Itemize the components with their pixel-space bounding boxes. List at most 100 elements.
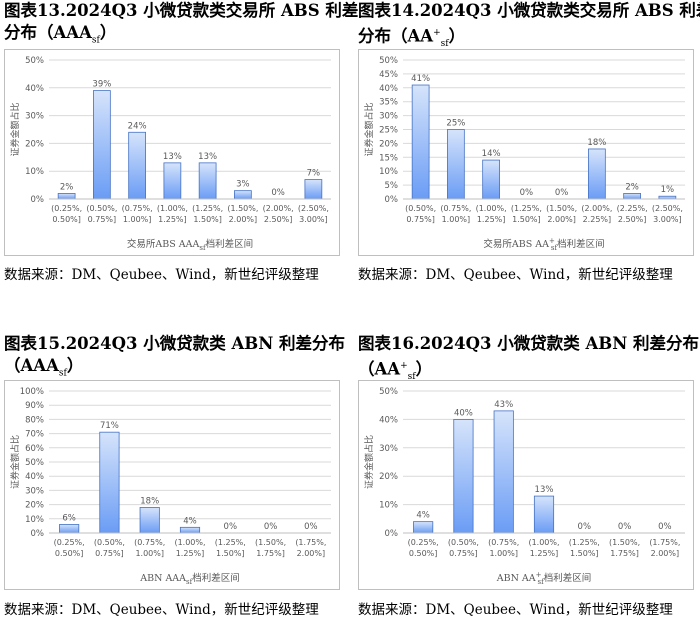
x-tick-label: (0.50%, <box>94 538 125 547</box>
y-tick-label: 100% <box>20 387 44 397</box>
title-text: （AA <box>358 359 401 379</box>
x-axis-title-superscript: + <box>536 571 542 579</box>
chart-box: 0% 5% 10% 15% 20% 25% 30% 35% 40% 45% 50% 41% (0.50%… <box>358 49 694 256</box>
y-tick-label: 0% <box>385 529 399 539</box>
title-line-1: 图表15.2024Q3 小微贷款类 ABN 利差分布 <box>4 334 346 353</box>
data-label: 0% <box>264 522 278 532</box>
x-axis-title: ABN AAAsf档利差区间 <box>139 572 239 586</box>
bar <box>453 419 474 534</box>
x-axis-title: 交易所ABS AAAsf档利差区间 <box>127 238 253 252</box>
y-tick-label: 40% <box>25 472 44 482</box>
title-close: ） <box>66 356 84 375</box>
x-tick-label: (0.75%, <box>488 538 519 547</box>
data-label: 25% <box>446 119 465 129</box>
title-superscript: + <box>433 28 441 38</box>
chart-box: 0% 10% 20% 30% 40% 50% 2% (0.25%, 0.50%] 39% (0.50… <box>4 49 340 256</box>
y-tick-label: 25% <box>379 126 398 136</box>
y-tick-label: 0% <box>31 529 45 539</box>
x-tick-label: 1.00%] <box>123 215 152 224</box>
y-tick-label: 5% <box>385 181 399 191</box>
x-tick-label: 3.00%] <box>299 215 328 224</box>
y-axis-title: 证券金额占比 <box>363 102 375 156</box>
y-tick-label: 20% <box>25 501 44 511</box>
bar-chart: 0% 10% 20% 30% 40% 50% 4% (0.25%, 0.50%] 40% (0.50… <box>363 387 685 586</box>
x-tick-label: (1.25%, <box>192 204 223 213</box>
data-label: 0% <box>555 188 569 198</box>
bar <box>59 524 80 534</box>
title-subscript: sf <box>440 38 449 49</box>
x-tick-label: (2.00%, <box>581 204 612 213</box>
data-label: 4% <box>416 511 430 521</box>
x-tick-label: (1.25%, <box>511 204 542 213</box>
x-tick-label: (0.25%, <box>51 204 82 213</box>
y-tick-label: 30% <box>25 486 44 496</box>
x-axis-title-subscript: sf <box>186 578 194 586</box>
x-axis-title-text: 档利差区间 <box>544 572 592 584</box>
x-tick-label: 0.50%] <box>55 549 84 558</box>
data-label: 0% <box>658 522 672 532</box>
data-label: 43% <box>494 400 513 410</box>
data-label: 0% <box>578 522 592 532</box>
bar <box>447 129 465 200</box>
data-label: 13% <box>198 152 217 162</box>
x-tick-label: 1.75%] <box>256 549 285 558</box>
y-axis-title: 证券金额占比 <box>9 435 21 489</box>
data-label: 71% <box>100 421 119 431</box>
x-tick-label: (0.25%, <box>54 538 85 547</box>
data-label: 14% <box>482 149 501 159</box>
source-note: 数据来源：DM、Qeubee、Wind，新世纪评级整理 <box>4 267 319 283</box>
y-tick-label: 80% <box>25 415 44 425</box>
y-tick-label: 50% <box>379 56 398 66</box>
x-tick-label: (1.50%, <box>609 538 640 547</box>
title-text: 分布（AA <box>358 26 434 46</box>
x-tick-label: (2.25%, <box>617 204 648 213</box>
chart-title: 图表14.2024Q3 小微贷款类交易所 ABS 利差 分布（AA+sf） <box>358 0 700 55</box>
y-tick-label: 30% <box>379 112 398 122</box>
title-close: ） <box>448 26 466 46</box>
y-tick-label: 90% <box>25 401 44 411</box>
bar <box>234 190 252 200</box>
x-tick-label: 1.50%] <box>193 215 222 224</box>
chart-title: 图表13.2024Q3 小微贷款类交易所 ABS 利差 分布（AAAsf） <box>4 0 358 51</box>
data-label: 6% <box>62 513 76 523</box>
y-tick-label: 40% <box>379 84 398 94</box>
title-line-1: 图表16.2024Q3 小微贷款类 ABN 利差分布 <box>358 334 700 353</box>
x-tick-label: 2.00%] <box>297 549 326 558</box>
x-tick-label: 1.25%] <box>158 215 187 224</box>
x-tick-label: 2.25%] <box>583 215 612 224</box>
x-tick-label: (1.25%, <box>215 538 246 547</box>
x-tick-label: (0.50%, <box>86 204 117 213</box>
data-label: 2% <box>625 182 639 192</box>
x-axis-title-text: ABN AA <box>496 573 536 584</box>
x-tick-label: (2.00%, <box>263 204 294 213</box>
bar <box>93 90 111 200</box>
x-tick-label: 1.25%] <box>530 549 559 558</box>
data-label: 2% <box>60 182 74 192</box>
title-text: 分布（AAA <box>4 23 92 42</box>
x-tick-label: 1.75%] <box>610 549 639 558</box>
x-axis-title-text: 档利差区间 <box>192 572 240 584</box>
x-tick-label: 1.00%] <box>442 215 471 224</box>
data-label: 18% <box>587 138 606 148</box>
title-subscript: sf <box>91 35 100 46</box>
data-label: 0% <box>304 522 318 532</box>
y-tick-label: 50% <box>379 387 398 397</box>
y-axis-title: 证券金额占比 <box>9 102 21 156</box>
y-tick-label: 0% <box>31 195 45 205</box>
bar-chart: 0% 10% 20% 30% 40% 50% 60% 70% 80% 90% 100% 6% (0.25… <box>9 387 331 586</box>
x-tick-label: 2.00%] <box>229 215 258 224</box>
x-tick-label: (1.00%, <box>476 204 507 213</box>
x-tick-label: 2.50%] <box>618 215 647 224</box>
x-tick-label: 2.00%] <box>651 549 680 558</box>
y-tick-label: 60% <box>25 444 44 454</box>
x-axis-title: ABN AA+ sf档利差区间 <box>496 571 591 586</box>
title-close: ） <box>99 23 117 42</box>
title-subscript: sf <box>407 371 416 382</box>
x-tick-label: (0.75%, <box>134 538 165 547</box>
bar <box>493 410 514 534</box>
x-tick-label: (0.75%, <box>122 204 153 213</box>
x-tick-label: (0.75%, <box>440 204 471 213</box>
x-tick-label: (1.00%, <box>174 538 205 547</box>
source-note: 数据来源：DM、Qeubee、Wind，新世纪评级整理 <box>358 602 673 618</box>
data-label: 41% <box>411 74 430 84</box>
